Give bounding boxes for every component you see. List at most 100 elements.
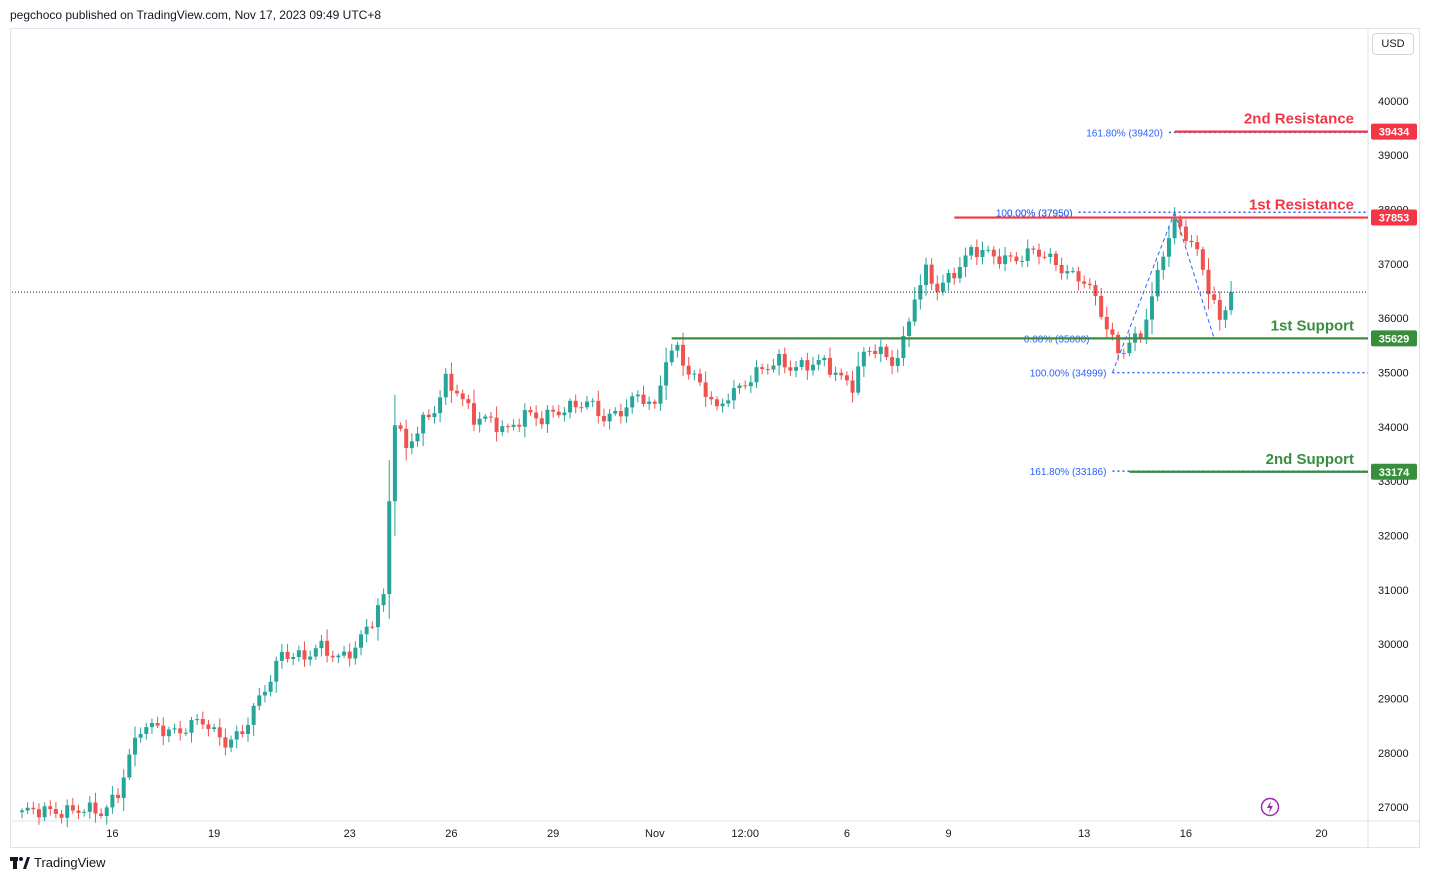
candle-body: [720, 403, 725, 407]
candle-body: [850, 380, 855, 393]
candle-body: [325, 640, 330, 656]
y-tick-label: 37000: [1378, 259, 1409, 271]
candle-body: [387, 501, 392, 595]
candle-body: [438, 397, 443, 414]
price-tag: [1371, 463, 1417, 480]
candle-body: [432, 413, 437, 418]
candle-body: [223, 737, 228, 748]
candle-body: [658, 385, 663, 404]
candle-body: [963, 255, 968, 267]
candle-body: [907, 321, 912, 336]
x-tick-label: 12:00: [731, 828, 759, 840]
candle-body: [189, 720, 194, 733]
price-tag: [1371, 123, 1417, 140]
candle-body: [528, 410, 533, 413]
candle-body: [183, 732, 188, 734]
candle-body: [743, 385, 748, 387]
candle-body: [573, 400, 578, 408]
y-tick-label: 39000: [1378, 150, 1409, 162]
candle-body: [200, 719, 205, 725]
candle-body: [731, 388, 736, 401]
candle-body: [144, 727, 149, 734]
candle-body: [1003, 255, 1008, 265]
x-tick-label: 16: [1180, 828, 1192, 840]
candle-body: [500, 426, 505, 433]
x-tick-label: 16: [106, 828, 118, 840]
candle-body: [827, 357, 832, 375]
candle-body: [257, 695, 262, 706]
candle-body: [195, 719, 200, 721]
candle-body: [726, 400, 731, 404]
candle-body: [483, 416, 488, 419]
candle-body: [940, 282, 945, 292]
resistance-level-name: 2nd Resistance: [1244, 111, 1354, 128]
currency-button[interactable]: USD: [1372, 33, 1414, 55]
candle-body: [686, 365, 691, 375]
candle-body: [359, 634, 363, 648]
candle-body: [607, 413, 612, 422]
candle-body: [25, 807, 30, 811]
y-tick-label: 40000: [1378, 96, 1409, 108]
candle-body: [534, 412, 539, 419]
price-tag-label: 35629: [1379, 333, 1410, 345]
candle-body: [1212, 294, 1217, 300]
candles: [20, 207, 1234, 828]
candle-body: [737, 385, 742, 389]
candle-body: [279, 651, 284, 661]
lightning-icon[interactable]: [1260, 797, 1280, 817]
candle-body: [624, 407, 629, 417]
candle-body: [522, 410, 527, 427]
candle-body: [641, 394, 646, 404]
candle-body: [1008, 255, 1013, 257]
chart-frame: [10, 28, 1420, 848]
candle-body: [268, 681, 273, 692]
candle-body: [488, 416, 493, 418]
candle-body: [957, 266, 962, 279]
candle-body: [133, 737, 137, 755]
fib-level-label: 161.80% (39420): [1086, 128, 1163, 139]
candle-body: [1065, 271, 1070, 274]
candle-body: [53, 809, 58, 814]
candle-body: [121, 777, 126, 799]
candle-body: [991, 249, 996, 257]
candle-body: [308, 656, 313, 660]
candle-body: [1178, 219, 1183, 227]
candle-body: [579, 407, 584, 409]
candle-body: [929, 264, 934, 284]
candle-body: [788, 367, 793, 371]
y-tick-label: 30000: [1378, 639, 1409, 651]
candle-body: [178, 728, 183, 734]
candle-body: [415, 433, 420, 442]
candle-body: [1104, 316, 1109, 330]
candle-body: [116, 794, 121, 799]
candle-body: [342, 651, 347, 656]
candle-body: [443, 373, 448, 398]
candle-body: [562, 412, 567, 416]
candle-body: [70, 805, 75, 811]
x-tick-label: 26: [445, 828, 457, 840]
y-tick-label: 34000: [1378, 422, 1409, 434]
y-tick-label: 31000: [1378, 585, 1409, 597]
candle-body: [251, 705, 256, 725]
candle-body: [472, 403, 476, 425]
candle-body: [274, 660, 279, 682]
candle-body: [494, 417, 499, 433]
candle-body: [844, 375, 849, 381]
candle-body: [878, 346, 883, 354]
fib-level-label: 100.00% (34999): [1030, 369, 1107, 380]
candle-body: [421, 414, 426, 434]
candle-body: [867, 350, 872, 352]
candle-body: [952, 272, 957, 279]
x-tick-label: 19: [208, 828, 220, 840]
candle-body: [782, 353, 787, 368]
candle-body: [703, 382, 708, 397]
candle-body: [212, 727, 217, 730]
candle-body: [692, 373, 697, 375]
x-tick-label: 20: [1315, 828, 1327, 840]
candle-body: [517, 424, 522, 427]
candle-body: [760, 367, 765, 370]
support-level-name: 2nd Support: [1266, 451, 1354, 468]
publish-line: pegchoco published on TradingView.com, N…: [10, 8, 382, 22]
brand-footer[interactable]: TradingView: [10, 855, 106, 870]
